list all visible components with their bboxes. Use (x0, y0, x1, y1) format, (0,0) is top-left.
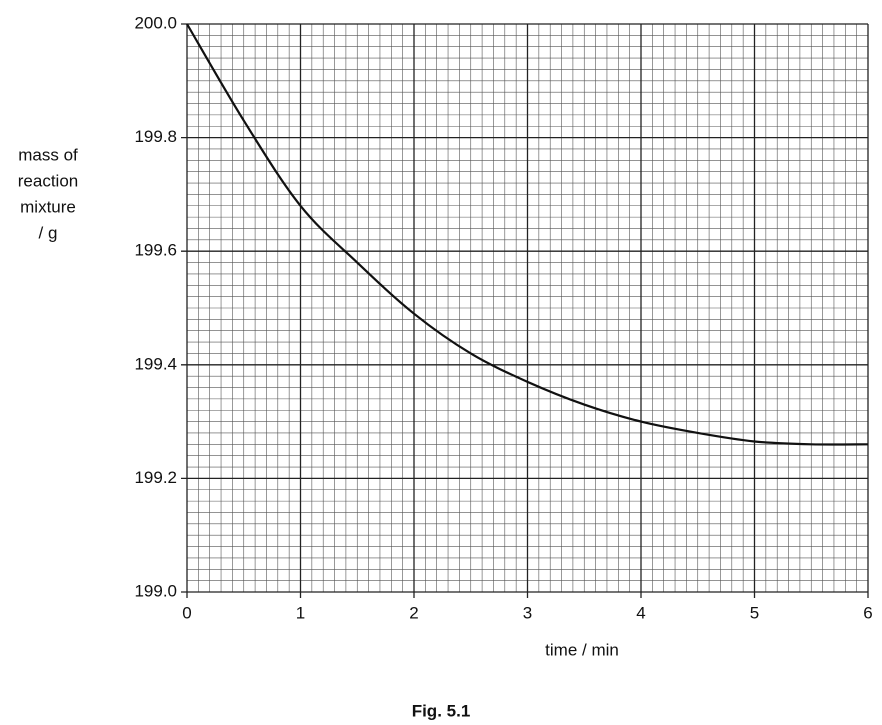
x-axis-label: time / min (545, 640, 619, 659)
y-tick-label: 199.2 (134, 468, 177, 487)
x-tick-label: 4 (636, 603, 645, 622)
figure-caption: Fig. 5.1 (412, 701, 471, 720)
y-tick-label: 200.0 (134, 13, 177, 32)
x-tick-label: 5 (750, 603, 759, 622)
y-tick-label: 199.4 (134, 354, 177, 373)
data-line (186, 23, 869, 446)
y-axis-label: reaction (18, 171, 78, 190)
x-tick-label: 1 (296, 603, 305, 622)
y-axis-label: / g (39, 223, 58, 242)
y-tick-label: 199.8 (134, 127, 177, 146)
x-tick-label: 0 (182, 603, 191, 622)
x-tick-label: 6 (863, 603, 872, 622)
y-axis-label: mass of (18, 145, 78, 164)
y-tick-label: 199.0 (134, 581, 177, 600)
y-tick-label: 199.6 (134, 241, 177, 260)
y-axis-label: mixture (20, 197, 76, 216)
x-tick-label: 3 (523, 603, 532, 622)
x-tick-label: 2 (409, 603, 418, 622)
